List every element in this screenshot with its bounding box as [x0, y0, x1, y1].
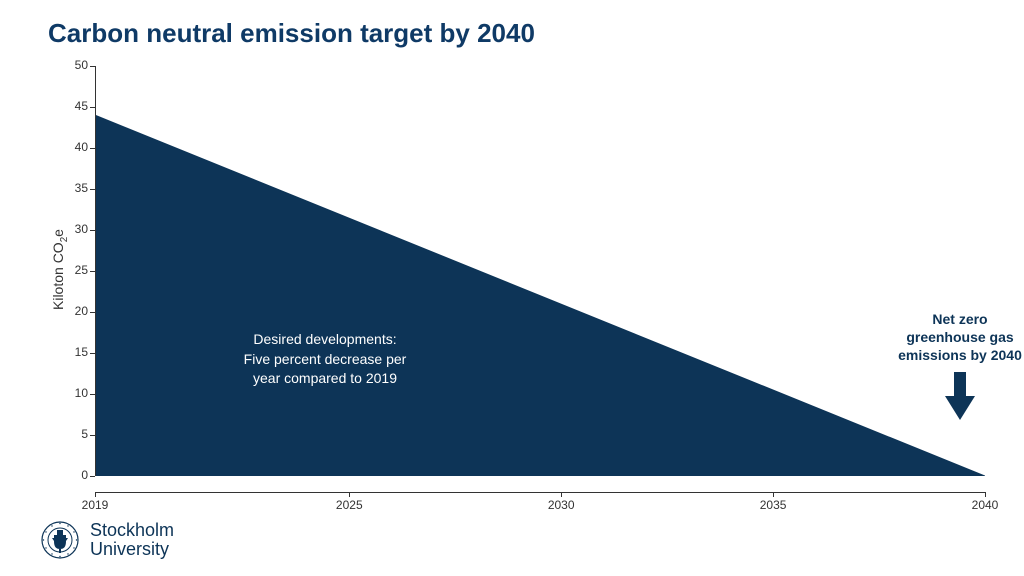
- y-tick-label: 10: [60, 386, 88, 400]
- x-tick: [561, 492, 562, 497]
- x-tick: [985, 492, 986, 497]
- x-tick-label: 2030: [536, 498, 586, 512]
- y-tick-label: 5: [60, 427, 88, 441]
- x-tick: [95, 492, 96, 497]
- callout-line: emissions by 2040: [895, 346, 1024, 364]
- y-tick: [90, 148, 95, 149]
- y-tick-label: 15: [60, 345, 88, 359]
- annotation-line: year compared to 2019: [225, 369, 425, 389]
- x-axis-line: [95, 492, 985, 493]
- university-seal-icon: [40, 520, 80, 560]
- y-tick: [90, 476, 95, 477]
- y-tick: [90, 189, 95, 190]
- y-tick: [90, 230, 95, 231]
- y-axis-line: [95, 66, 96, 476]
- chart-annotation: Desired developments: Five percent decre…: [225, 330, 425, 389]
- logo-text: Stockholm University: [90, 521, 174, 559]
- x-tick: [773, 492, 774, 497]
- y-tick-label: 35: [60, 181, 88, 195]
- chart-title: Carbon neutral emission target by 2040: [48, 18, 535, 49]
- logo-line: University: [90, 540, 174, 559]
- x-tick-label: 2025: [324, 498, 374, 512]
- y-tick: [90, 312, 95, 313]
- y-tick: [90, 107, 95, 108]
- chart-area: 0510152025303540455020192025203020352040: [95, 66, 985, 476]
- y-tick-label: 40: [60, 140, 88, 154]
- annotation-line: Five percent decrease per: [225, 350, 425, 370]
- x-tick-label: 2040: [960, 498, 1010, 512]
- x-tick: [349, 492, 350, 497]
- y-tick: [90, 353, 95, 354]
- annotation-line: Desired developments:: [225, 330, 425, 350]
- down-arrow-icon: [945, 372, 975, 425]
- area-series: [95, 66, 985, 476]
- page-root: Carbon neutral emission target by 2040 K…: [0, 0, 1024, 576]
- y-tick-label: 50: [60, 58, 88, 72]
- y-tick: [90, 271, 95, 272]
- y-tick-label: 30: [60, 222, 88, 236]
- y-tick: [90, 435, 95, 436]
- net-zero-callout: Net zero greenhouse gas emissions by 204…: [895, 310, 1024, 365]
- y-tick: [90, 66, 95, 67]
- chart-title-text: Carbon neutral emission target by 2040: [48, 18, 535, 48]
- y-tick: [90, 394, 95, 395]
- callout-line: greenhouse gas: [895, 328, 1024, 346]
- x-tick-label: 2035: [748, 498, 798, 512]
- logo-line: Stockholm: [90, 521, 174, 540]
- x-tick-label: 2019: [70, 498, 120, 512]
- y-tick-label: 25: [60, 263, 88, 277]
- y-tick-label: 0: [60, 468, 88, 482]
- logo: Stockholm University: [40, 520, 174, 560]
- y-tick-label: 20: [60, 304, 88, 318]
- callout-line: Net zero: [895, 310, 1024, 328]
- y-tick-label: 45: [60, 99, 88, 113]
